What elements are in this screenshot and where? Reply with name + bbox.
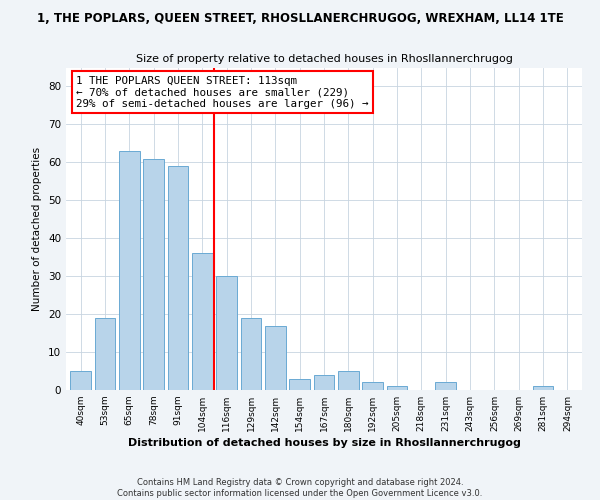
Bar xyxy=(143,158,164,390)
Bar xyxy=(533,386,553,390)
Bar xyxy=(192,254,212,390)
Bar xyxy=(241,318,262,390)
Bar xyxy=(314,375,334,390)
Text: Contains HM Land Registry data © Crown copyright and database right 2024.
Contai: Contains HM Land Registry data © Crown c… xyxy=(118,478,482,498)
Bar xyxy=(289,378,310,390)
Text: 1 THE POPLARS QUEEN STREET: 113sqm
← 70% of detached houses are smaller (229)
29: 1 THE POPLARS QUEEN STREET: 113sqm ← 70%… xyxy=(76,76,369,109)
Text: 1, THE POPLARS, QUEEN STREET, RHOSLLANERCHRUGOG, WREXHAM, LL14 1TE: 1, THE POPLARS, QUEEN STREET, RHOSLLANER… xyxy=(37,12,563,26)
Bar xyxy=(216,276,237,390)
Bar xyxy=(95,318,115,390)
Bar xyxy=(265,326,286,390)
Bar xyxy=(70,371,91,390)
Bar xyxy=(436,382,456,390)
Bar xyxy=(362,382,383,390)
Bar xyxy=(338,371,359,390)
Y-axis label: Number of detached properties: Number of detached properties xyxy=(32,146,43,311)
Bar xyxy=(119,151,140,390)
X-axis label: Distribution of detached houses by size in Rhosllannerchrugog: Distribution of detached houses by size … xyxy=(128,438,520,448)
Bar xyxy=(386,386,407,390)
Title: Size of property relative to detached houses in Rhosllannerchrugog: Size of property relative to detached ho… xyxy=(136,54,512,64)
Bar xyxy=(167,166,188,390)
